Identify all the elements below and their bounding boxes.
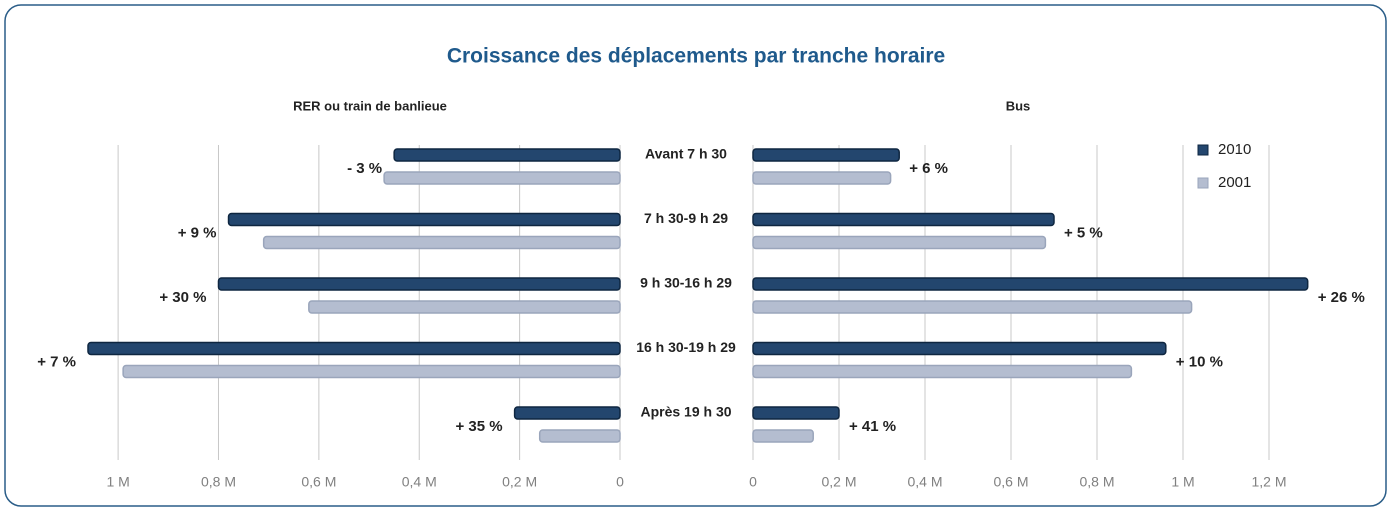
chart-title: Croissance des déplacements par tranche … [447, 45, 945, 68]
annotation: + 7 % [37, 353, 76, 370]
x-tick-label: 0,4 M [907, 474, 942, 490]
bar [122, 364, 621, 379]
annotation: + 30 % [159, 289, 206, 306]
bar [752, 429, 814, 443]
bar [752, 300, 1193, 314]
subtitle: Bus [1006, 98, 1031, 113]
x-tick-label: 1 M [106, 474, 129, 490]
legend-label: 2010 [1218, 141, 1251, 158]
legend-swatch [1197, 144, 1209, 156]
bar [752, 406, 840, 420]
bar [752, 277, 1309, 291]
subtitle: RER ou train de banlieue [293, 98, 447, 113]
x-tick-label: 0,8 M [201, 474, 236, 490]
annotation: + 5 % [1064, 224, 1103, 241]
x-tick-label: 0,6 M [301, 474, 336, 490]
bar [308, 300, 621, 314]
x-tick-label: 0 [749, 474, 757, 490]
bar [538, 429, 621, 443]
category-label: Après 19 h 30 [640, 404, 731, 420]
bar [752, 148, 900, 162]
bar [513, 406, 621, 420]
category-label: 16 h 30-19 h 29 [636, 339, 736, 355]
annotation: + 26 % [1318, 289, 1365, 306]
annotation: + 6 % [909, 160, 948, 177]
legend-swatch [1197, 177, 1209, 189]
bar [752, 235, 1047, 250]
bar [262, 235, 621, 250]
category-label: 9 h 30-16 h 29 [640, 275, 732, 291]
category-label: Avant 7 h 30 [645, 146, 727, 162]
bar [393, 148, 621, 162]
category-label: 7 h 30-9 h 29 [644, 210, 728, 226]
annotation: + 41 % [849, 418, 896, 435]
frame [4, 4, 1387, 507]
legend-label: 2001 [1218, 174, 1251, 191]
bar [752, 341, 1167, 356]
annotation: - 3 % [347, 160, 382, 177]
bar [87, 341, 621, 356]
x-tick-label: 0,4 M [402, 474, 437, 490]
bar [752, 364, 1133, 379]
annotation: + 35 % [455, 418, 502, 435]
x-tick-label: 1,2 M [1251, 474, 1286, 490]
bar [227, 212, 621, 227]
bar [752, 171, 892, 185]
bar [752, 212, 1055, 227]
x-tick-label: 0 [616, 474, 624, 490]
annotation: + 9 % [178, 224, 217, 241]
bar [217, 277, 621, 291]
x-tick-label: 0,8 M [1079, 474, 1114, 490]
x-tick-label: 0,2 M [821, 474, 856, 490]
annotation: + 10 % [1176, 353, 1223, 370]
x-tick-label: 1 M [1171, 474, 1194, 490]
x-tick-label: 0,6 M [993, 474, 1028, 490]
bar [383, 171, 621, 185]
x-tick-label: 0,2 M [502, 474, 537, 490]
